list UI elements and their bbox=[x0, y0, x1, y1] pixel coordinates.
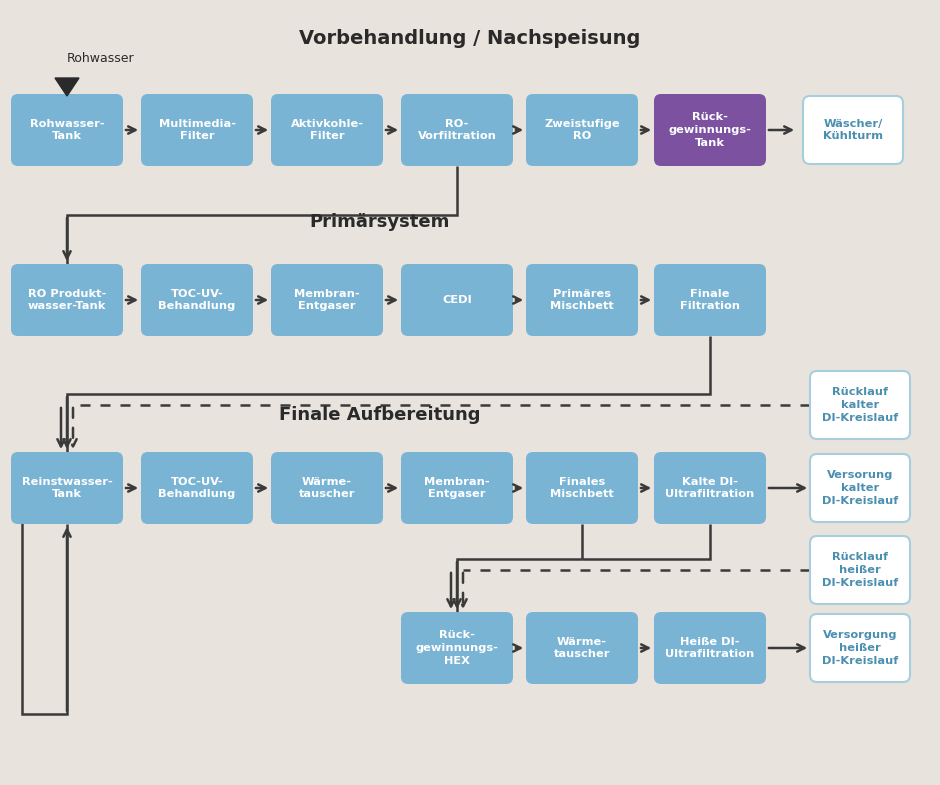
Text: Rück-
gewinnungs-
Tank: Rück- gewinnungs- Tank bbox=[668, 112, 751, 148]
FancyBboxPatch shape bbox=[141, 452, 253, 524]
Text: Rohwasser-
Tank: Rohwasser- Tank bbox=[30, 119, 104, 141]
Text: Aktivkohle-
Filter: Aktivkohle- Filter bbox=[290, 119, 364, 141]
FancyBboxPatch shape bbox=[11, 94, 123, 166]
Text: Kalte DI-
Ultrafiltration: Kalte DI- Ultrafiltration bbox=[666, 476, 755, 499]
FancyBboxPatch shape bbox=[803, 96, 903, 164]
FancyBboxPatch shape bbox=[810, 371, 910, 439]
FancyBboxPatch shape bbox=[271, 264, 383, 336]
FancyBboxPatch shape bbox=[141, 94, 253, 166]
FancyBboxPatch shape bbox=[11, 264, 123, 336]
FancyBboxPatch shape bbox=[810, 536, 910, 604]
Polygon shape bbox=[55, 78, 79, 96]
Text: Membran-
Entgaser: Membran- Entgaser bbox=[294, 289, 360, 312]
Text: Rück-
gewinnungs-
HEX: Rück- gewinnungs- HEX bbox=[415, 630, 498, 666]
Text: Finale
Filtration: Finale Filtration bbox=[680, 289, 740, 312]
Text: RO Produkt-
wasser-Tank: RO Produkt- wasser-Tank bbox=[28, 289, 106, 312]
FancyBboxPatch shape bbox=[526, 452, 638, 524]
FancyBboxPatch shape bbox=[654, 94, 766, 166]
Text: Wäscher/
Kühlturm: Wäscher/ Kühlturm bbox=[823, 119, 883, 141]
FancyBboxPatch shape bbox=[526, 94, 638, 166]
Text: Zweistufige
RO: Zweistufige RO bbox=[544, 119, 619, 141]
Text: RO-
Vorfiltration: RO- Vorfiltration bbox=[417, 119, 496, 141]
Text: Vorbehandlung / Nachspeisung: Vorbehandlung / Nachspeisung bbox=[299, 28, 641, 48]
Text: TOC-UV-
Behandlung: TOC-UV- Behandlung bbox=[158, 289, 236, 312]
Text: Rücklauf
heißer
DI-Kreislauf: Rücklauf heißer DI-Kreislauf bbox=[822, 552, 898, 588]
Text: Heiße DI-
Ultrafiltration: Heiße DI- Ultrafiltration bbox=[666, 637, 755, 659]
FancyBboxPatch shape bbox=[810, 454, 910, 522]
FancyBboxPatch shape bbox=[271, 94, 383, 166]
FancyBboxPatch shape bbox=[654, 264, 766, 336]
FancyBboxPatch shape bbox=[401, 94, 513, 166]
FancyBboxPatch shape bbox=[401, 264, 513, 336]
Text: Finale Aufbereitung: Finale Aufbereitung bbox=[279, 406, 480, 424]
Text: Multimedia-
Filter: Multimedia- Filter bbox=[159, 119, 236, 141]
FancyBboxPatch shape bbox=[526, 264, 638, 336]
FancyBboxPatch shape bbox=[654, 612, 766, 684]
Text: Reinstwasser-
Tank: Reinstwasser- Tank bbox=[22, 476, 113, 499]
Text: Versorung
kalter
DI-Kreislauf: Versorung kalter DI-Kreislauf bbox=[822, 470, 898, 506]
FancyBboxPatch shape bbox=[271, 452, 383, 524]
FancyBboxPatch shape bbox=[401, 612, 513, 684]
Text: Rohwasser: Rohwasser bbox=[67, 52, 134, 64]
Text: Membran-
Entgaser: Membran- Entgaser bbox=[424, 476, 490, 499]
Text: Wärme-
tauscher: Wärme- tauscher bbox=[299, 476, 355, 499]
FancyBboxPatch shape bbox=[11, 452, 123, 524]
Text: Versorgung
heißer
DI-Kreislauf: Versorgung heißer DI-Kreislauf bbox=[822, 630, 898, 666]
FancyBboxPatch shape bbox=[401, 452, 513, 524]
Text: Primärsystem: Primärsystem bbox=[310, 213, 450, 231]
Text: Primäres
Mischbett: Primäres Mischbett bbox=[550, 289, 614, 312]
FancyBboxPatch shape bbox=[810, 614, 910, 682]
Text: CEDI: CEDI bbox=[442, 295, 472, 305]
Text: TOC-UV-
Behandlung: TOC-UV- Behandlung bbox=[158, 476, 236, 499]
FancyBboxPatch shape bbox=[654, 452, 766, 524]
Text: Finales
Mischbett: Finales Mischbett bbox=[550, 476, 614, 499]
FancyBboxPatch shape bbox=[526, 612, 638, 684]
FancyBboxPatch shape bbox=[141, 264, 253, 336]
Text: Rücklauf
kalter
DI-Kreislauf: Rücklauf kalter DI-Kreislauf bbox=[822, 387, 898, 423]
Text: Wärme-
tauscher: Wärme- tauscher bbox=[554, 637, 610, 659]
